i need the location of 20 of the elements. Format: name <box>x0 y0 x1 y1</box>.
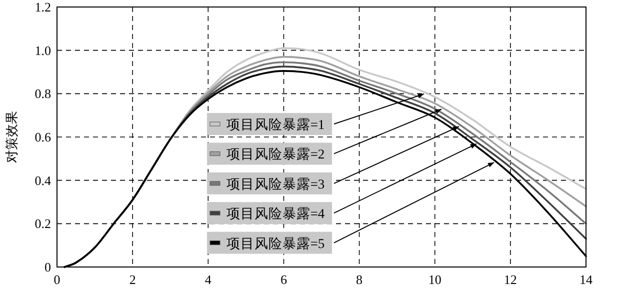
y-tick-label: 1.0 <box>34 42 51 58</box>
legend-label: 项目风险暴露=4 <box>226 206 325 222</box>
y-tick-label: 0.4 <box>34 172 52 188</box>
y-tick-label: 1.2 <box>34 0 51 14</box>
y-tick-label: 0.2 <box>34 216 51 232</box>
x-tick-label: 6 <box>280 272 288 287</box>
y-axis-title: 对策效果 <box>4 111 19 163</box>
x-tick-label: 12 <box>504 272 517 287</box>
y-tick-label: 0.6 <box>34 130 52 144</box>
legend-label: 项目风险暴露=5 <box>226 236 325 251</box>
x-tick-label: 10 <box>428 272 442 287</box>
x-tick-label: 8 <box>356 272 363 287</box>
x-tick-label: 2 <box>129 272 136 287</box>
legend-label: 项目风险暴露=2 <box>226 146 325 162</box>
y-tick-label: 0.8 <box>34 86 51 102</box>
legend-label: 项目风险暴露=3 <box>226 176 325 192</box>
x-tick-label: 14 <box>580 272 593 287</box>
legend-label: 项目风险暴露=1 <box>226 117 325 132</box>
x-tick-label: 4 <box>204 272 212 287</box>
y-tick-label: 0 <box>44 260 51 274</box>
